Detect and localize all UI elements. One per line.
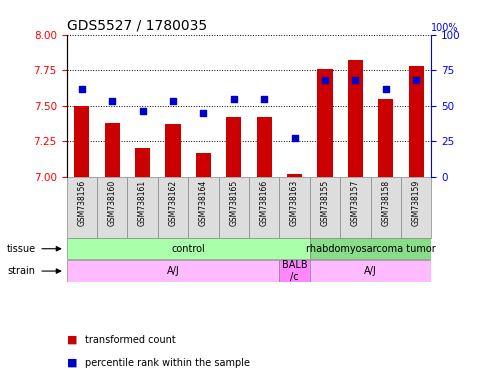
Bar <box>74 106 89 177</box>
Point <box>199 110 208 116</box>
Bar <box>188 177 218 238</box>
Text: GSM738161: GSM738161 <box>138 180 147 226</box>
Bar <box>310 238 431 260</box>
Point <box>169 98 177 104</box>
Bar <box>256 117 272 177</box>
Point <box>412 77 420 83</box>
Point <box>78 86 86 92</box>
Bar <box>287 174 302 177</box>
Bar <box>340 177 371 238</box>
Text: GDS5527 / 1780035: GDS5527 / 1780035 <box>67 18 207 32</box>
Bar <box>249 177 280 238</box>
Text: GSM738155: GSM738155 <box>320 180 329 226</box>
Text: GSM738166: GSM738166 <box>260 180 269 226</box>
Bar <box>135 148 150 177</box>
Bar <box>409 66 424 177</box>
Text: transformed count: transformed count <box>85 335 176 345</box>
Text: tissue: tissue <box>6 244 35 254</box>
Text: GSM738160: GSM738160 <box>107 180 117 226</box>
Text: GSM738156: GSM738156 <box>77 180 86 226</box>
Text: control: control <box>171 244 205 254</box>
Bar <box>196 152 211 177</box>
Bar <box>348 60 363 177</box>
Bar <box>310 177 340 238</box>
Bar <box>317 69 333 177</box>
Text: GSM738159: GSM738159 <box>412 180 421 226</box>
Text: rhabdomyosarcoma tumor: rhabdomyosarcoma tumor <box>306 244 435 254</box>
Text: GSM738164: GSM738164 <box>199 180 208 226</box>
Text: GSM738157: GSM738157 <box>351 180 360 226</box>
Bar <box>378 99 393 177</box>
Bar <box>310 260 431 282</box>
Bar <box>127 177 158 238</box>
Bar <box>67 238 310 260</box>
Point <box>352 77 359 83</box>
Text: A/J: A/J <box>167 266 179 276</box>
Point <box>382 86 389 92</box>
Text: GSM738162: GSM738162 <box>169 180 177 226</box>
Bar <box>105 122 120 177</box>
Text: strain: strain <box>7 266 35 276</box>
Text: ■: ■ <box>67 358 77 368</box>
Bar <box>401 177 431 238</box>
Point <box>230 96 238 102</box>
Text: BALB
/c: BALB /c <box>282 260 307 282</box>
Bar <box>226 117 242 177</box>
Bar <box>165 124 180 177</box>
Point <box>260 96 268 102</box>
Bar <box>280 177 310 238</box>
Text: GSM738163: GSM738163 <box>290 180 299 226</box>
Text: A/J: A/J <box>364 266 377 276</box>
Point <box>321 77 329 83</box>
Point <box>291 135 299 141</box>
Bar <box>67 260 280 282</box>
Text: GSM738158: GSM738158 <box>381 180 390 226</box>
Bar <box>280 260 310 282</box>
Text: ■: ■ <box>67 335 77 345</box>
Bar <box>218 177 249 238</box>
Bar <box>158 177 188 238</box>
Bar <box>67 177 97 238</box>
Point <box>139 108 146 114</box>
Point <box>108 98 116 104</box>
Text: percentile rank within the sample: percentile rank within the sample <box>85 358 250 368</box>
Bar <box>371 177 401 238</box>
Bar <box>97 177 127 238</box>
Text: 100%: 100% <box>431 23 459 33</box>
Text: GSM738165: GSM738165 <box>229 180 238 226</box>
